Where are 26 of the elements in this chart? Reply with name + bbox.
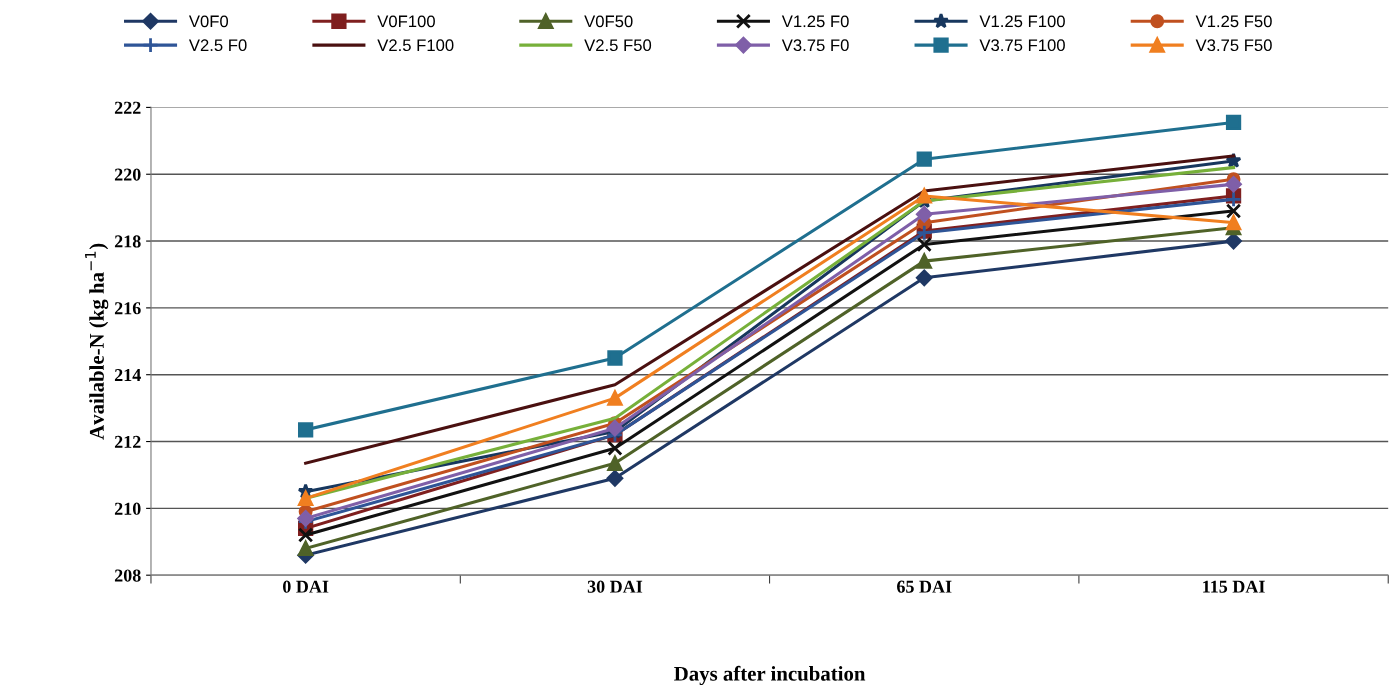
x-axis-title: Days after incubation	[674, 665, 866, 686]
legend-label: V3.75 F100	[979, 39, 1065, 52]
x-tick-label: 0 DAI	[283, 580, 329, 593]
y-tick-label: 218	[114, 235, 141, 248]
y-tick-label: 208	[114, 569, 141, 582]
x-tick-label: 65 DAI	[897, 580, 952, 593]
legend-label: V3.75 F0	[781, 39, 849, 52]
legend-label: V2.5 F100	[377, 39, 454, 52]
legend-label: V0F50	[584, 15, 633, 28]
legend-label: V1.25 F0	[781, 15, 849, 28]
legend-label: V0F100	[377, 15, 435, 28]
x-tick-label: 30 DAI	[587, 580, 643, 593]
legend-label: V2.5 F0	[188, 39, 247, 52]
y-tick-label: 216	[114, 302, 141, 315]
legend-label: V2.5 F50	[584, 39, 652, 52]
y-tick-label: 212	[114, 435, 141, 448]
y-tick-label: 222	[114, 101, 141, 114]
legend-label: V1.25 F50	[1195, 15, 1272, 28]
y-tick-label: 214	[114, 369, 141, 381]
y-axis-title: Available-N (kg ha$^{−1}$)	[85, 243, 109, 440]
legend-label: V3.75 F50	[1195, 39, 1272, 52]
legend-label: V0F0	[188, 15, 229, 28]
legend-label: V1.25 F100	[979, 15, 1065, 28]
y-tick-label: 220	[114, 168, 141, 181]
x-tick-label: 115 DAI	[1203, 580, 1265, 593]
y-tick-label: 210	[114, 502, 141, 515]
